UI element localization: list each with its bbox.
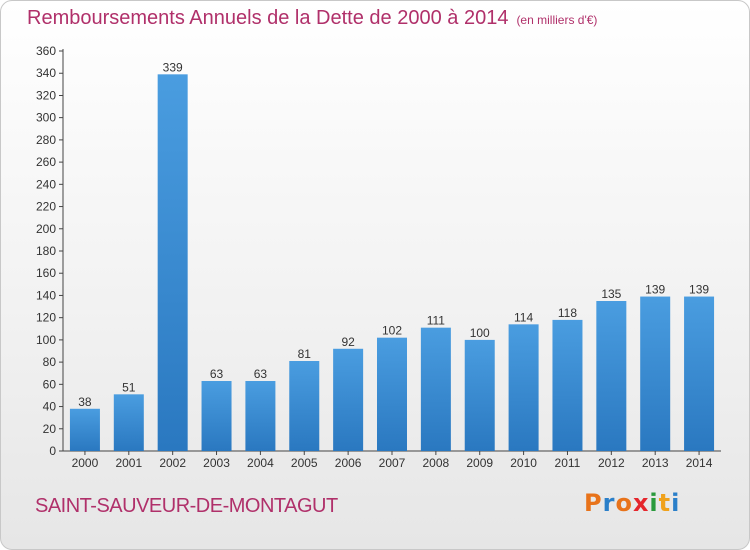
y-tick-label: 260 — [36, 155, 56, 169]
x-tick-label: 2007 — [379, 456, 406, 470]
data-label: 63 — [210, 367, 224, 381]
data-label: 100 — [470, 326, 490, 340]
x-tick-label: 2001 — [115, 456, 142, 470]
x-tick-label: 2003 — [203, 456, 230, 470]
data-label: 51 — [122, 380, 136, 394]
y-tick-label: 360 — [36, 44, 56, 58]
bar — [157, 74, 188, 451]
data-label: 63 — [254, 367, 268, 381]
data-label: 135 — [601, 287, 621, 301]
y-tick-label: 140 — [36, 288, 56, 302]
logo-letter: P — [584, 489, 603, 517]
x-tick-label: 2013 — [642, 456, 669, 470]
bar — [201, 381, 232, 451]
proxiti-logo: Proxiti — [584, 489, 680, 517]
unit-label: (en milliers d'€) — [516, 13, 598, 27]
data-label: 139 — [645, 283, 665, 297]
x-tick-label: 2006 — [335, 456, 362, 470]
bar — [69, 408, 100, 451]
data-label: 139 — [689, 283, 709, 297]
x-tick-label: 2014 — [686, 456, 713, 470]
bar — [552, 319, 583, 451]
y-tick-label: 340 — [36, 66, 56, 80]
bar — [596, 301, 627, 451]
x-tick-label: 2012 — [598, 456, 625, 470]
x-tick-label: 2004 — [247, 456, 274, 470]
logo-letter: r — [602, 489, 616, 517]
bar — [333, 348, 364, 451]
bar — [508, 324, 539, 451]
y-tick-label: 220 — [36, 200, 56, 214]
x-tick-label: 2008 — [423, 456, 450, 470]
y-tick-label: 100 — [36, 333, 56, 347]
data-label: 38 — [78, 395, 92, 409]
title-text: Remboursements Annuels de la Dette de 20… — [27, 7, 509, 29]
logo-letter: t — [658, 489, 672, 517]
data-label: 111 — [427, 314, 446, 328]
bar — [113, 394, 144, 451]
chart-title: Remboursements Annuels de la Dette de 20… — [27, 7, 597, 30]
y-tick-label: 300 — [36, 111, 56, 125]
logo-letter: i — [649, 489, 659, 517]
commune-name: SAINT-SAUVEUR-DE-MONTAGUT — [35, 495, 338, 517]
x-tick-label: 2009 — [466, 456, 493, 470]
logo-letter: i — [671, 489, 681, 517]
y-tick-label: 120 — [36, 311, 56, 325]
y-tick-label: 60 — [43, 377, 57, 391]
x-tick-label: 2000 — [72, 456, 99, 470]
x-tick-label: 2011 — [555, 456, 581, 470]
y-tick-label: 240 — [36, 177, 56, 191]
data-label: 118 — [558, 306, 577, 320]
bar — [245, 381, 276, 451]
x-tick-label: 2010 — [510, 456, 537, 470]
y-tick-label: 160 — [36, 266, 56, 280]
data-label: 92 — [341, 335, 355, 349]
y-tick-label: 280 — [36, 133, 56, 147]
y-tick-label: 0 — [49, 444, 56, 458]
bar — [684, 296, 715, 451]
bar — [464, 339, 495, 451]
y-tick-label: 20 — [43, 422, 57, 436]
y-tick-label: 80 — [43, 355, 57, 369]
data-label: 102 — [382, 324, 402, 338]
data-label: 81 — [298, 347, 312, 361]
y-tick-label: 200 — [36, 222, 56, 236]
y-tick-label: 40 — [43, 400, 57, 414]
y-tick-label: 320 — [36, 88, 56, 102]
data-label: 339 — [163, 60, 183, 74]
bar — [377, 337, 407, 451]
x-tick-label: 2002 — [159, 456, 186, 470]
logo-letter: x — [632, 489, 650, 517]
bar — [640, 296, 671, 451]
data-label: 114 — [514, 310, 533, 324]
x-tick-label: 2005 — [291, 456, 318, 470]
bar — [420, 327, 451, 451]
logo-letter: o — [615, 489, 633, 517]
bar — [289, 361, 320, 451]
y-tick-label: 180 — [36, 244, 56, 258]
